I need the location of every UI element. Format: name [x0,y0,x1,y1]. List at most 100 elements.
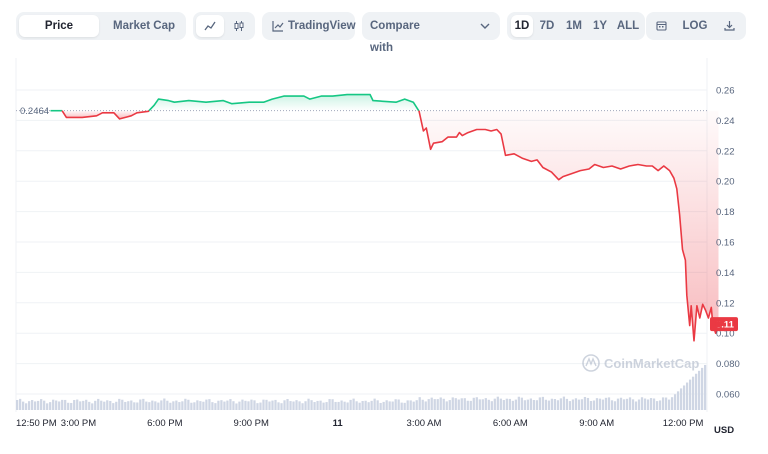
volume-bar [598,398,602,410]
volume-bar [166,400,169,410]
volume-bar [652,398,656,410]
volume-bar [472,397,475,410]
volume-bar [28,401,31,410]
range-1d[interactable]: 1D [511,15,533,37]
volume-bar [124,401,127,410]
x-tick-label: 6:00 PM [147,418,182,429]
range-7d[interactable]: 7D [539,20,555,32]
volume-bar [301,403,304,410]
compare-with-dropdown[interactable]: Compare with [362,12,500,54]
volume-bar [556,400,560,410]
volume-bar [49,402,52,410]
volume-bar [370,400,373,410]
volume-bar [454,398,457,410]
volume-bar [592,400,596,410]
volume-bar [412,401,415,410]
volume-bar [238,401,241,410]
tradingview-button[interactable]: TradingView [262,12,356,40]
loss-area [418,110,719,341]
volume-bar [316,400,319,410]
volume-bar [133,402,136,410]
range-1y[interactable]: 1Y [592,20,608,32]
volume-bar [289,401,292,410]
x-tick-label: 3:00 PM [61,418,96,429]
y-tick-label: 0.10 [716,329,735,340]
download-icon [724,21,735,31]
volume-bar [268,401,271,410]
volume-bar [661,397,665,410]
candlestick-button[interactable] [225,15,253,37]
volume-bar [430,397,433,410]
volume-bar [433,399,436,410]
volume-bar [151,400,154,410]
volume-bar [55,400,58,410]
volume-bar [526,399,529,410]
volume-bar [298,401,301,410]
volume-bar [505,398,508,410]
volume-bar [688,379,692,410]
volume-bar [58,401,61,410]
volume-bar [376,400,379,410]
volume-bar [601,399,605,410]
watermark: CoinMarketCap [582,354,699,372]
volume-bar [364,400,367,410]
volume-bar [424,401,427,410]
line-chart-icon [204,21,216,31]
volume-bar [88,401,91,410]
volume-bar [226,400,229,410]
volume-bar [79,401,82,410]
volume-bar [586,397,590,410]
volume-bar [199,401,202,410]
volume-bar [397,399,400,410]
volume-bar [163,398,166,410]
volume-bars [16,364,707,410]
volume-bar [304,401,307,410]
volume-bar [184,398,187,410]
volume-bar [559,398,563,410]
volume-bar [334,401,337,410]
volume-bar [229,399,232,410]
gain-area [149,94,419,111]
price-line [50,93,720,342]
tab-market-cap[interactable]: Market Cap [113,20,175,32]
volume-bar [646,399,650,410]
volume-bar [574,398,578,410]
volume-bar [76,399,79,410]
volume-bar [421,399,424,410]
currency-label: USD [714,425,734,436]
volume-bar [142,398,145,410]
volume-bar [379,402,382,410]
range-all[interactable]: ALL [616,20,640,32]
chart-toolbar: Price Market Cap TradingView Compare wit… [0,12,768,54]
volume-bar [634,401,638,410]
x-tick-label: 6:00 AM [493,418,528,429]
volume-bar [703,364,707,410]
volume-bar [583,396,587,410]
volume-bar [154,401,157,410]
log-scale-toggle[interactable]: LOG [682,20,708,32]
volume-bar [160,400,163,410]
volume-bar [313,402,316,410]
volume-bar [127,401,130,410]
volume-bar [286,399,289,410]
volume-bar [460,398,463,410]
open-price-label: 0.2464 [20,106,49,117]
volume-bar [205,399,208,410]
calendar-button[interactable] [650,15,672,37]
volume-bar [520,397,523,410]
volume-bar [418,397,421,410]
volume-bar [52,399,55,410]
volume-bar [475,397,478,410]
volume-bar [400,402,403,410]
range-1m[interactable]: 1M [566,20,582,32]
volume-bar [319,400,322,410]
last-price-label: 0.11 [716,320,735,331]
volume-bar [280,403,283,410]
volume-bar [337,401,340,410]
download-button[interactable] [718,15,740,37]
tab-price[interactable]: Price [19,15,99,37]
tradingview-chart-icon [272,21,284,32]
line-chart-button[interactable] [196,15,224,37]
volume-bar [355,401,358,410]
